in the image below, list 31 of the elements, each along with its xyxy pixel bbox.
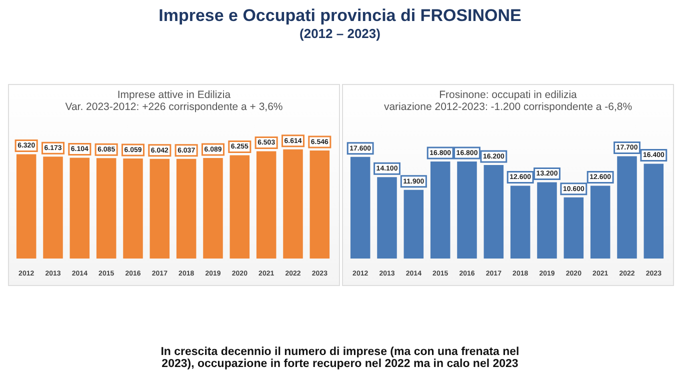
chart-subtitle: variazione 2012-2023: -1.200 corrispondente a -6,8%: [384, 101, 632, 113]
bar: [43, 156, 63, 259]
bar: [510, 186, 530, 259]
bar: [564, 197, 584, 259]
text: (2012 – 2023): [298, 26, 382, 41]
text: Imprese e Occupati provincia di FROSINONE: [158, 6, 522, 26]
bar: [590, 186, 610, 259]
bar: [430, 161, 450, 259]
bar: [96, 158, 116, 259]
bar: [457, 161, 477, 259]
chart-title: Imprese attive in Edilizia: [117, 89, 231, 101]
bar: [484, 164, 504, 259]
chart-title: Frosinone: occupati in edilizia: [439, 89, 577, 101]
bar: [617, 156, 637, 259]
bar: [16, 154, 36, 259]
bar: [256, 151, 276, 259]
bar: [377, 177, 397, 259]
bar: [70, 158, 90, 259]
bar: [537, 182, 557, 259]
text: In crescita decennio il numero di imprese (ma con una frenata nel 2023), occupazione in forte recupero nel 2022 ma in calo nel 2023: [160, 346, 520, 370]
chart-subtitle: Var. 2023-2012: +226 corrispondente a + 3,6%: [65, 101, 283, 113]
bar: [203, 158, 223, 259]
bar: [176, 158, 196, 259]
bar: [404, 190, 424, 259]
bar: [230, 155, 250, 259]
bar: [310, 150, 330, 259]
bar: [644, 164, 664, 259]
bar: [123, 158, 143, 259]
bar: [283, 149, 303, 259]
bar: [150, 158, 170, 259]
bar: [350, 156, 370, 259]
